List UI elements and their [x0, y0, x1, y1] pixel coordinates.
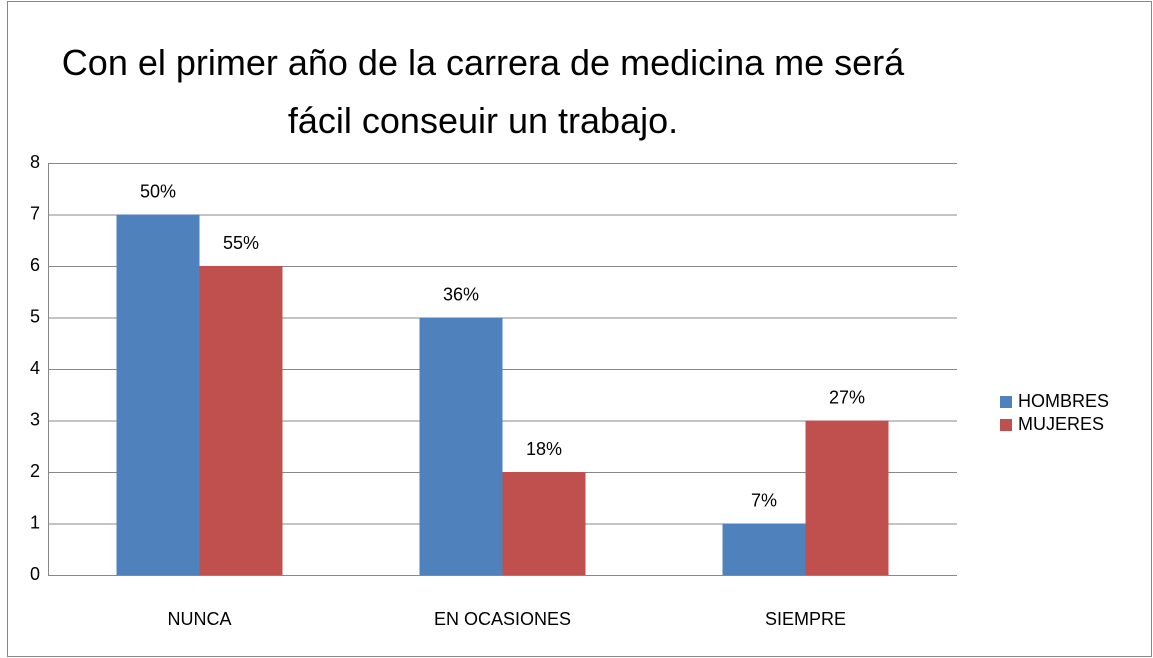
y-tick-label: 2	[30, 461, 40, 481]
chart-title: Con el primer año de la carrera de medic…	[61, 42, 905, 141]
y-tick-label: 5	[30, 306, 40, 326]
x-tick-label: NUNCA	[167, 609, 231, 629]
y-tick-label: 3	[30, 409, 40, 429]
data-label: 36%	[443, 284, 479, 304]
data-label: 55%	[223, 233, 259, 253]
bar	[502, 472, 586, 575]
bar	[199, 266, 283, 575]
legend-swatch	[1000, 419, 1012, 431]
legend-label: HOMBRES	[1018, 391, 1109, 411]
y-tick-label: 8	[30, 152, 40, 172]
x-tick-label: SIEMPRE	[765, 609, 846, 629]
x-tick-label: EN OCASIONES	[434, 609, 571, 629]
y-tick-label: 7	[30, 203, 40, 223]
y-tick-label: 6	[30, 255, 40, 275]
data-label: 50%	[140, 181, 176, 201]
y-tick-label: 0	[30, 564, 40, 584]
bar	[805, 420, 889, 575]
y-tick-label: 1	[30, 512, 40, 532]
y-tick-label: 4	[30, 358, 40, 378]
data-label: 27%	[829, 387, 865, 407]
bar	[722, 523, 806, 575]
bar	[116, 214, 200, 575]
bar	[419, 317, 503, 575]
data-label: 7%	[751, 490, 777, 510]
data-label: 18%	[526, 439, 562, 459]
legend-swatch	[1000, 396, 1012, 408]
legend-label: MUJERES	[1018, 414, 1104, 434]
